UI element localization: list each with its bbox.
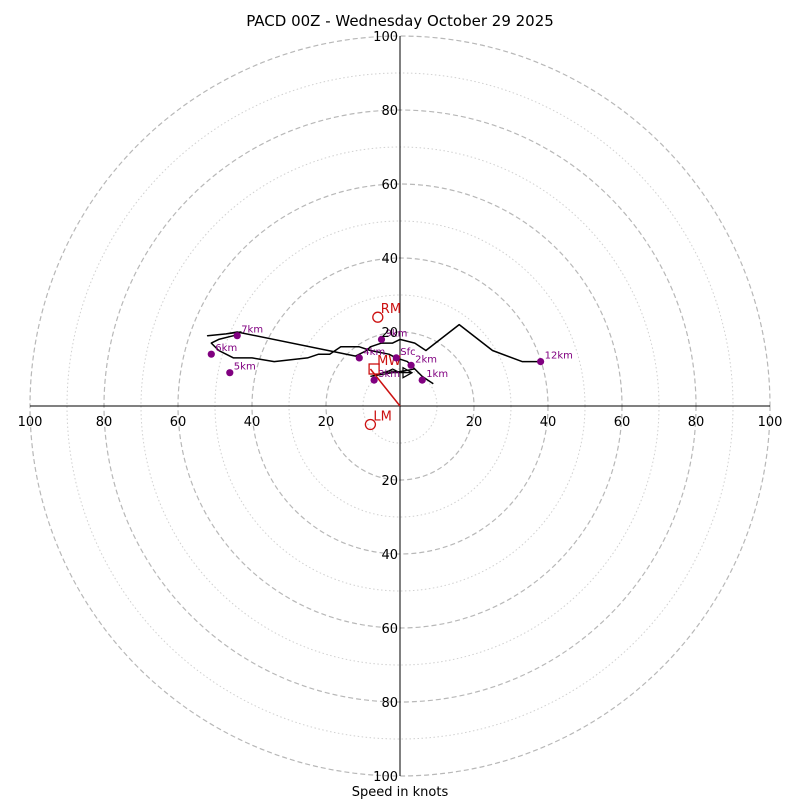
tick-right-100: 100 <box>758 415 783 430</box>
tick-top-80: 80 <box>381 104 398 119</box>
height-marker-6km <box>207 350 215 358</box>
tick-bottom-100: 100 <box>373 770 398 785</box>
tick-bottom-40: 40 <box>381 548 398 563</box>
tick-top-40: 40 <box>381 252 398 267</box>
wind-trace-line <box>206 323 541 385</box>
tick-bottom-60: 60 <box>381 622 398 637</box>
height-label-12km: 12km <box>545 351 573 362</box>
tick-labels: 20 40 60 80 100 20 40 60 80 100 20 40 60 80 100 20 40 60 8… <box>18 30 783 785</box>
tick-right-60: 60 <box>614 415 631 430</box>
height-label-6km: 6km <box>215 343 237 354</box>
tick-right-80: 80 <box>688 415 705 430</box>
tick-top-20: 20 <box>381 326 398 341</box>
height-marker-5km <box>226 369 234 377</box>
lm-label: LM <box>373 410 391 425</box>
height-marker-9km <box>377 335 386 343</box>
wind-trace <box>206 323 541 385</box>
tick-bottom-20: 20 <box>381 474 398 489</box>
height-label-5km: 5km <box>234 362 256 373</box>
height-marker-3km <box>370 376 378 384</box>
bunkers-vector <box>369 368 401 407</box>
lm-circle <box>364 418 377 431</box>
tick-right-40: 40 <box>540 415 557 430</box>
height-marker-12km <box>537 358 545 366</box>
tick-left-100: 100 <box>18 415 43 430</box>
height-label-9km: 9km <box>386 328 408 339</box>
height-label-2km: 2km <box>415 354 437 365</box>
height-marker-Sfc <box>392 354 400 362</box>
height-marker-2km <box>407 361 415 369</box>
height-label-7km: 7km <box>241 325 263 336</box>
tick-left-80: 80 <box>96 415 113 430</box>
height-label-Sfc: Sfc <box>400 347 415 358</box>
tick-right-20: 20 <box>466 415 483 430</box>
tick-bottom-80: 80 <box>381 696 398 711</box>
rm-circle <box>372 311 384 323</box>
shear-arrowhead <box>402 366 414 379</box>
height-label-4km: 4km <box>363 347 385 358</box>
x-axis-label: Speed in knots <box>352 785 449 800</box>
height-marker-7km <box>233 332 241 340</box>
tick-top-60: 60 <box>381 178 398 193</box>
tick-left-20: 20 <box>318 415 335 430</box>
tick-left-40: 40 <box>244 415 261 430</box>
tick-top-100: 100 <box>373 30 398 45</box>
height-markers: Sfc 1km 2km 3km 4km 5km 6km 7km 9km 12km <box>207 325 573 384</box>
tick-left-60: 60 <box>170 415 187 430</box>
height-label-1km: 1km <box>426 369 448 380</box>
height-label-3km: 3km <box>378 369 400 380</box>
chart-title: PACD 00Z - Wednesday October 29 2025 <box>246 12 554 30</box>
height-marker-1km <box>418 376 426 384</box>
rm-label: RM <box>381 302 401 317</box>
mw-square <box>368 363 380 375</box>
height-marker-4km <box>355 354 363 362</box>
